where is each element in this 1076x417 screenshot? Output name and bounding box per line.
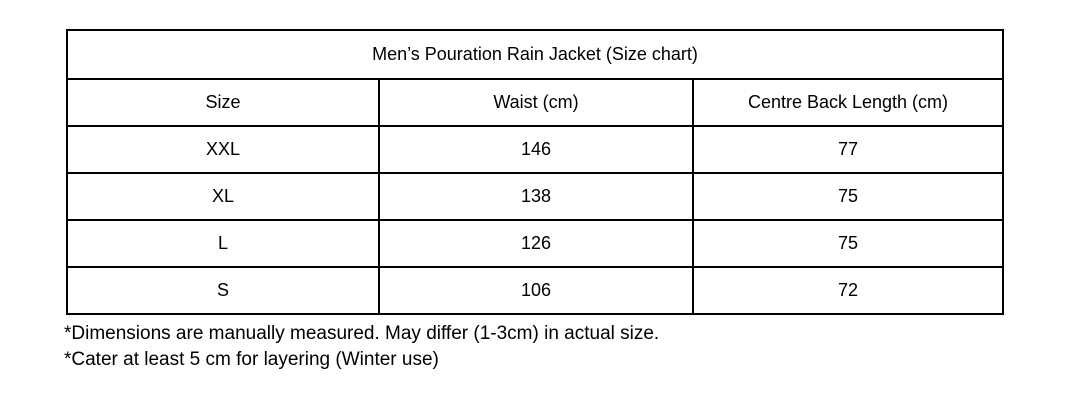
size-cell: XL bbox=[66, 172, 380, 221]
back-length-cell: 75 bbox=[692, 219, 1004, 268]
table-row: XL 138 75 bbox=[66, 172, 1004, 221]
column-header-waist: Waist (cm) bbox=[378, 78, 694, 127]
back-length-cell: 75 bbox=[692, 172, 1004, 221]
table-title: Men’s Pouration Rain Jacket (Size chart) bbox=[66, 29, 1004, 80]
waist-cell: 146 bbox=[378, 125, 694, 174]
footnote-measurement-disclaimer: *Dimensions are manually measured. May d… bbox=[64, 323, 660, 344]
table-header-row: Size Waist (cm) Centre Back Length (cm) bbox=[66, 78, 1004, 127]
size-cell: XXL bbox=[66, 125, 380, 174]
size-cell: S bbox=[66, 266, 380, 315]
table-title-row: Men’s Pouration Rain Jacket (Size chart) bbox=[66, 29, 1004, 80]
page: Men’s Pouration Rain Jacket (Size chart)… bbox=[64, 29, 1076, 373]
table-row: L 126 75 bbox=[66, 219, 1004, 268]
size-chart-table: Men’s Pouration Rain Jacket (Size chart)… bbox=[66, 29, 1004, 315]
waist-cell: 126 bbox=[378, 219, 694, 268]
footnote-layering-advice: *Cater at least 5 cm for layering (Winte… bbox=[64, 349, 439, 370]
column-header-size: Size bbox=[66, 78, 380, 127]
waist-cell: 106 bbox=[378, 266, 694, 315]
footnotes: *Dimensions are manually measured. May d… bbox=[64, 321, 1076, 373]
back-length-cell: 77 bbox=[692, 125, 1004, 174]
size-cell: L bbox=[66, 219, 380, 268]
waist-cell: 138 bbox=[378, 172, 694, 221]
column-header-back-length: Centre Back Length (cm) bbox=[692, 78, 1004, 127]
table-row: XXL 146 77 bbox=[66, 125, 1004, 174]
back-length-cell: 72 bbox=[692, 266, 1004, 315]
table-row: S 106 72 bbox=[66, 266, 1004, 315]
